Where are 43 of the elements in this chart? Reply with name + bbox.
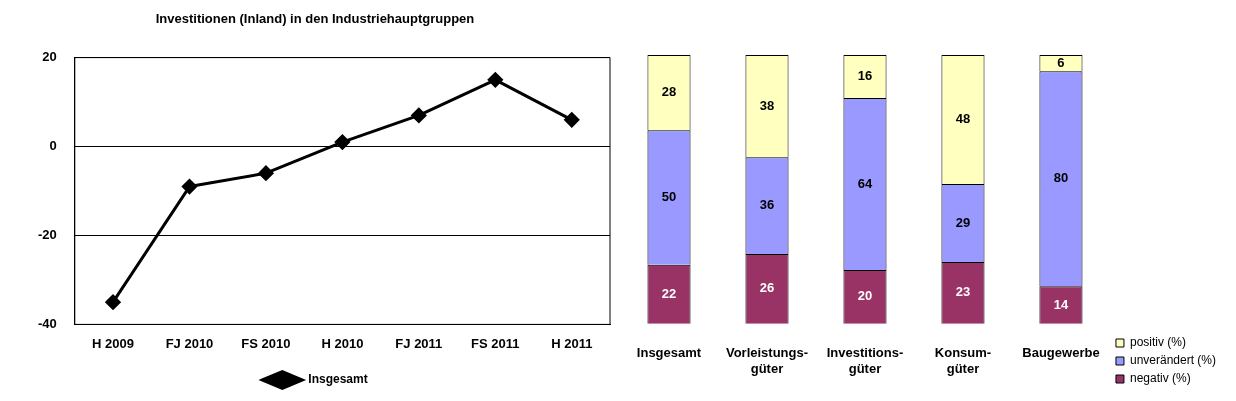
legend-label: Insgesamt <box>308 372 368 387</box>
data-label: 20 <box>857 288 873 304</box>
x-tick-label: FJ 2010 <box>165 335 214 351</box>
legend-label: negativ (%) <box>1129 371 1191 386</box>
point <box>181 179 197 195</box>
x-tick-label: Vorleistungs-güter <box>725 345 809 376</box>
point <box>564 112 580 128</box>
x-tick-label: FS 2011 <box>471 335 520 351</box>
data-label: 80 <box>1053 170 1069 186</box>
chart-title: Investitionen (Inland) in den Industriehauptgruppen <box>155 11 475 27</box>
x-tick-label: Investitions-güter <box>826 345 904 376</box>
data-label: 36 <box>759 197 775 213</box>
data-label: 28 <box>661 84 677 100</box>
x-tick-label: FS 2010 <box>241 335 291 351</box>
y-tick-label: -40 <box>37 315 57 331</box>
x-tick-label: Konsum-güter <box>934 345 992 376</box>
data-label: 26 <box>759 280 775 296</box>
point <box>105 294 121 310</box>
data-label: 64 <box>857 175 873 191</box>
data-label: 22 <box>661 285 677 301</box>
data-label: 38 <box>759 97 775 113</box>
data-label: 29 <box>955 214 971 230</box>
point <box>411 107 427 123</box>
x-tick-label: FJ 2011 <box>395 335 443 351</box>
data-label: 50 <box>661 189 677 205</box>
data-label: 48 <box>955 111 971 127</box>
x-tick-label: H 2009 <box>92 335 134 351</box>
point <box>487 72 503 88</box>
x-tick-label: H 2011 <box>551 335 593 351</box>
data-label: 14 <box>1053 296 1069 312</box>
point <box>258 165 274 181</box>
x-tick-label: Insgesamt <box>636 345 702 361</box>
data-label: 6 <box>1057 54 1065 70</box>
point <box>334 134 350 150</box>
y-tick-label: -20 <box>37 227 57 243</box>
y-tick-label: 0 <box>49 138 57 154</box>
y-tick-label: 20 <box>42 49 57 65</box>
x-tick-label: H 2010 <box>321 335 364 351</box>
x-tick-label: Baugewerbe <box>1022 345 1100 361</box>
data-label: 23 <box>955 284 971 300</box>
data-label: 16 <box>857 68 873 84</box>
legend-label: positiv (%) <box>1129 335 1186 350</box>
legend-label: unverändert (%) <box>1129 353 1217 368</box>
